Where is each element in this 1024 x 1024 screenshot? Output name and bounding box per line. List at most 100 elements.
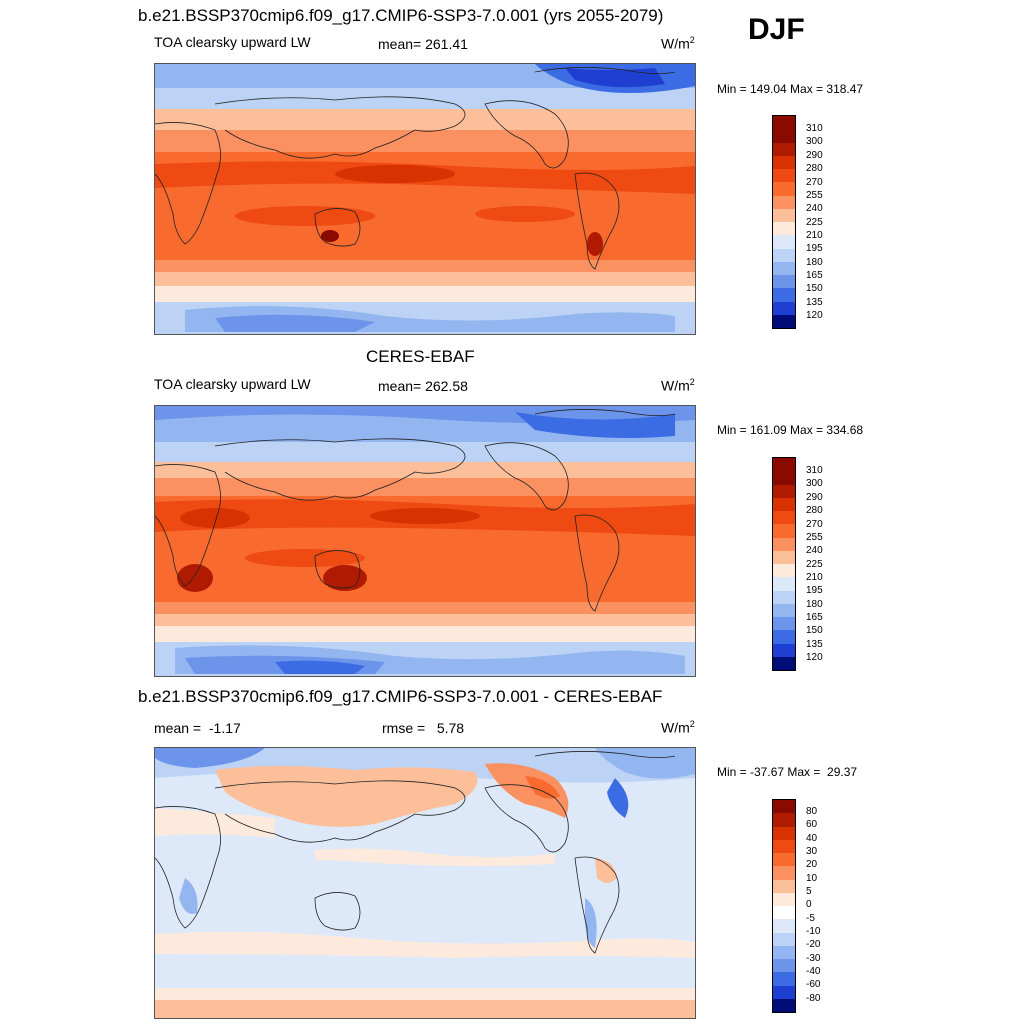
panel2-colorbar xyxy=(772,457,796,671)
colorbar-tick-label: 180 xyxy=(806,599,823,610)
panel3-colorbar xyxy=(772,799,796,1013)
panel1-colorbar-bin xyxy=(773,248,795,262)
panel3-colorbar-bin xyxy=(773,879,795,893)
panel2-colorbar-bin xyxy=(773,550,795,564)
colorbar-tick-label: 135 xyxy=(806,297,823,308)
colorbar-tick-label: 280 xyxy=(806,163,823,174)
panel2-colorbar-bin xyxy=(773,577,795,591)
colorbar-tick-label: 225 xyxy=(806,217,823,228)
panel2-map xyxy=(154,405,696,677)
colorbar-tick-label: 225 xyxy=(806,559,823,570)
panel3-colorbar-bin xyxy=(773,800,795,814)
panel3-colorbar-bin xyxy=(773,959,795,973)
panel3-units-base: W/m xyxy=(661,719,690,736)
panel2-colorbar-bin xyxy=(773,564,795,578)
panel3-units: W/m2 xyxy=(661,720,695,735)
colorbar-tick-label: -60 xyxy=(806,979,821,990)
colorbar-tick-label: 120 xyxy=(806,652,823,663)
panel3-colorbar-bin xyxy=(773,853,795,867)
colorbar-tick-label: 270 xyxy=(806,177,823,188)
colorbar-tick-label: 310 xyxy=(806,123,823,134)
panel2-colorbar-bin xyxy=(773,524,795,538)
colorbar-tick-label: 290 xyxy=(806,150,823,161)
panel3-map-svg xyxy=(155,748,695,1018)
colorbar-tick-label: 280 xyxy=(806,505,823,516)
panel3-colorbar-bin xyxy=(773,972,795,986)
colorbar-tick-label: 240 xyxy=(806,545,823,556)
panel3-colorbar-bin xyxy=(773,892,795,906)
panel3-map xyxy=(154,747,696,1019)
panel1-colorbar-bin xyxy=(773,208,795,222)
colorbar-tick-label: 240 xyxy=(806,203,823,214)
season-label: DJF xyxy=(748,13,805,46)
panel2-colorbar-bin xyxy=(773,617,795,631)
colorbar-tick-label: 195 xyxy=(806,585,823,596)
panel3-colorbar-bin xyxy=(773,906,795,920)
panel1-colorbar-bin xyxy=(773,314,795,328)
colorbar-tick-label: 255 xyxy=(806,532,823,543)
panel3-colorbar-bin xyxy=(773,866,795,880)
colorbar-tick-label: 135 xyxy=(806,639,823,650)
panel1-colorbar-bin xyxy=(773,301,795,315)
panel1-colorbar xyxy=(772,115,796,329)
panel1-colorbar-bin xyxy=(773,288,795,302)
panel2-minmax: Min = 161.09 Max = 334.68 xyxy=(717,423,864,437)
panel3-colorbar-bin xyxy=(773,826,795,840)
panel2-colorbar-bin xyxy=(773,484,795,498)
colorbar-tick-label: -20 xyxy=(806,939,821,950)
panel3-colorbar-bin xyxy=(773,998,795,1012)
panel1-map-svg xyxy=(155,64,695,334)
colorbar-tick-label: 195 xyxy=(806,243,823,254)
panel1-variable-label: TOA clearsky upward LW xyxy=(154,34,311,50)
colorbar-tick-label: 270 xyxy=(806,519,823,530)
panel2-colorbar-bin xyxy=(773,537,795,551)
colorbar-tick-label: 300 xyxy=(806,136,823,147)
colorbar-tick-label: -80 xyxy=(806,993,821,1004)
colorbar-tick-label: 300 xyxy=(806,478,823,489)
colorbar-tick-label: 290 xyxy=(806,492,823,503)
panel1-colorbar-bin xyxy=(773,182,795,196)
panel1-colorbar-bin xyxy=(773,195,795,209)
panel1-map xyxy=(154,63,696,335)
colorbar-tick-label: -5 xyxy=(806,913,815,924)
colorbar-tick-label: -30 xyxy=(806,953,821,964)
panel2-map-svg xyxy=(155,406,695,676)
panel3-colorbar-bin xyxy=(773,813,795,827)
panel3-colorbar-bin xyxy=(773,839,795,853)
panel3-title: b.e21.BSSP370cmip6.f09_g17.CMIP6-SSP3-7.… xyxy=(138,687,663,706)
panel3-rmse: rmse = 5.78 xyxy=(382,720,465,736)
colorbar-tick-label: 310 xyxy=(806,465,823,476)
colorbar-tick-label: 180 xyxy=(806,257,823,268)
panel1-colorbar-bin xyxy=(773,261,795,275)
panel1-units-exp: 2 xyxy=(689,35,695,45)
panel1-minmax: Min = 149.04 Max = 318.47 xyxy=(717,82,864,96)
colorbar-tick-label: 80 xyxy=(806,806,818,817)
panel2-colorbar-bin xyxy=(773,630,795,644)
panel2-colorbar-bin xyxy=(773,511,795,525)
panel2-colorbar-bin xyxy=(773,656,795,670)
colorbar-tick-label: 165 xyxy=(806,612,823,623)
panel1-units: W/m2 xyxy=(661,36,695,51)
colorbar-tick-label: 210 xyxy=(806,572,823,583)
panel2-colorbar-bin xyxy=(773,497,795,511)
panel3-colorbar-bin xyxy=(773,919,795,933)
panel2-mean: mean= 262.58 xyxy=(378,378,468,394)
colorbar-tick-label: -40 xyxy=(806,966,821,977)
panel2-colorbar-bin xyxy=(773,590,795,604)
panel2-units-exp: 2 xyxy=(689,377,695,387)
panel2-variable-label: TOA clearsky upward LW xyxy=(154,376,311,392)
colorbar-tick-label: 5 xyxy=(806,886,812,897)
panel3-mean: mean = -1.17 xyxy=(154,720,241,736)
panel2-colorbar-bin xyxy=(773,603,795,617)
panel2-title: CERES-EBAF xyxy=(366,347,475,366)
colorbar-tick-label: 150 xyxy=(806,283,823,294)
colorbar-tick-label: 255 xyxy=(806,190,823,201)
colorbar-tick-label: 165 xyxy=(806,270,823,281)
panel1-colorbar-bin xyxy=(773,169,795,183)
panel1-colorbar-bin xyxy=(773,275,795,289)
panel1-mean: mean= 261.41 xyxy=(378,36,468,52)
panel2-colorbar-bin xyxy=(773,643,795,657)
panel3-colorbar-bin xyxy=(773,932,795,946)
colorbar-tick-label: -10 xyxy=(806,926,821,937)
panel1-colorbar-bin xyxy=(773,142,795,156)
